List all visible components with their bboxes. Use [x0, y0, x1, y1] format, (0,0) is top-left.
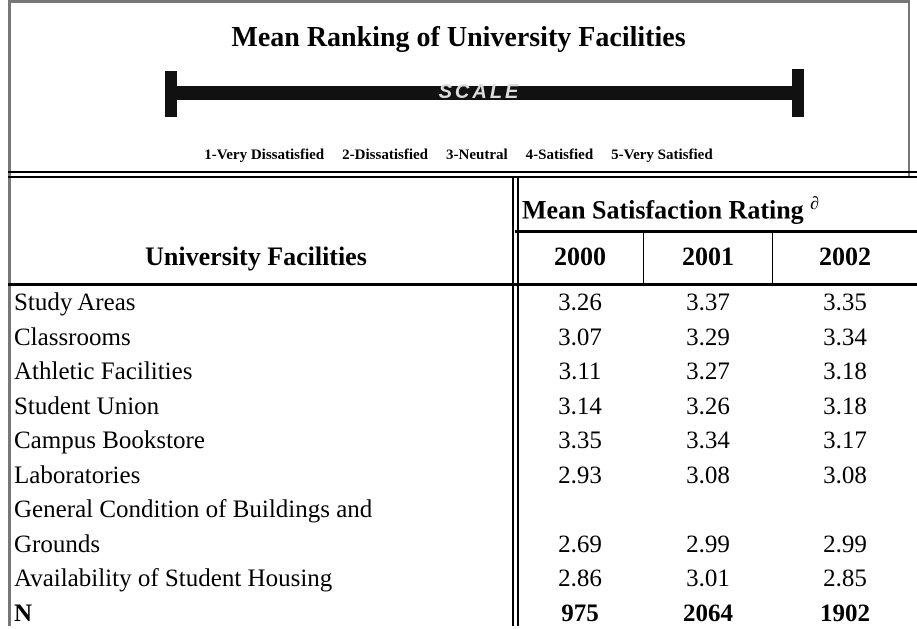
title: Mean Ranking of University Facilities: [231, 22, 686, 53]
cell-value: 3.27: [686, 358, 730, 385]
row-label: Laboratories: [14, 461, 141, 489]
column-header: 2000: [554, 242, 606, 271]
row-label: Grounds: [14, 530, 101, 558]
scale-point: 5-Very Satisfied: [611, 147, 713, 163]
cell-value: 2.93: [558, 461, 602, 489]
cell-value: 3.35: [823, 289, 867, 316]
cell-value: 2.86: [558, 565, 602, 592]
column-header: University Facilities: [145, 242, 367, 271]
row-label: Athletic Facilities: [14, 358, 193, 385]
scale-point: 1-Very Dissatisfied: [204, 147, 325, 163]
scale-bar: [168, 86, 802, 100]
cell-value: 3.07: [558, 323, 602, 351]
cell-value: 3.11: [558, 358, 602, 385]
rule: [517, 176, 519, 626]
rule: [512, 176, 514, 626]
cell-value: 3.17: [823, 427, 867, 454]
cell-value: 3.08: [823, 461, 867, 489]
cell-value: 3.37: [686, 289, 730, 316]
total-value: 975: [561, 599, 599, 627]
total-label: N: [14, 599, 33, 627]
rule: [8, 283, 917, 286]
cell-value: 3.14: [558, 392, 602, 420]
column-header: 2002: [819, 242, 871, 271]
row-label: Classrooms: [14, 323, 131, 351]
rule: [772, 232, 773, 284]
scale-graphic: SCALE: [165, 69, 804, 117]
scale-point: 4-Satisfied: [525, 147, 594, 163]
border-left: [8, 0, 11, 626]
cell-value: 2.69: [558, 530, 602, 558]
group-header: Mean Satisfaction Rating ∂: [522, 193, 819, 226]
scale-points: 1-Very Dissatisfied 2-Dissatisfied 3-Neutr…: [0, 147, 917, 164]
row-label: Student Union: [14, 392, 160, 420]
cell-value: 3.08: [686, 461, 730, 489]
rule: [8, 176, 917, 178]
row-label: Study Areas: [14, 289, 136, 316]
border-top: [8, 0, 910, 3]
scale-cap: [165, 71, 177, 117]
rule: [8, 171, 917, 173]
cell-value: 3.29: [686, 323, 730, 351]
rule: [515, 230, 917, 233]
scale-point: 3-Neutral: [446, 147, 508, 163]
rule: [643, 232, 644, 284]
cell-value: 3.18: [823, 358, 867, 385]
row-label: Campus Bookstore: [14, 427, 205, 454]
cell-value: 2.99: [823, 530, 867, 558]
row-label: General Condition of Buildings and: [14, 496, 373, 523]
scale-label: SCALE: [439, 81, 522, 103]
cell-value: 3.18: [823, 392, 867, 420]
group-header-mark: ∂: [810, 193, 820, 213]
total-value: 2064: [683, 599, 733, 627]
cell-value: 3.26: [558, 289, 602, 316]
scale-point: 2-Dissatisfied: [342, 147, 428, 163]
cell-value: 2.85: [823, 565, 867, 592]
cell-value: 3.34: [686, 427, 730, 454]
total-value: 1902: [820, 599, 870, 627]
column-header: 2001: [682, 242, 734, 271]
cell-value: 3.01: [686, 565, 730, 592]
border-right: [908, 0, 910, 178]
group-header-text: Mean Satisfaction Rating: [522, 195, 804, 225]
cell-value: 2.99: [686, 530, 730, 558]
cell-value: 3.34: [823, 323, 867, 351]
scale-cap: [792, 69, 804, 117]
cell-value: 3.26: [686, 392, 730, 420]
cell-value: 3.35: [558, 427, 602, 454]
row-label: Availability of Student Housing: [14, 565, 333, 592]
